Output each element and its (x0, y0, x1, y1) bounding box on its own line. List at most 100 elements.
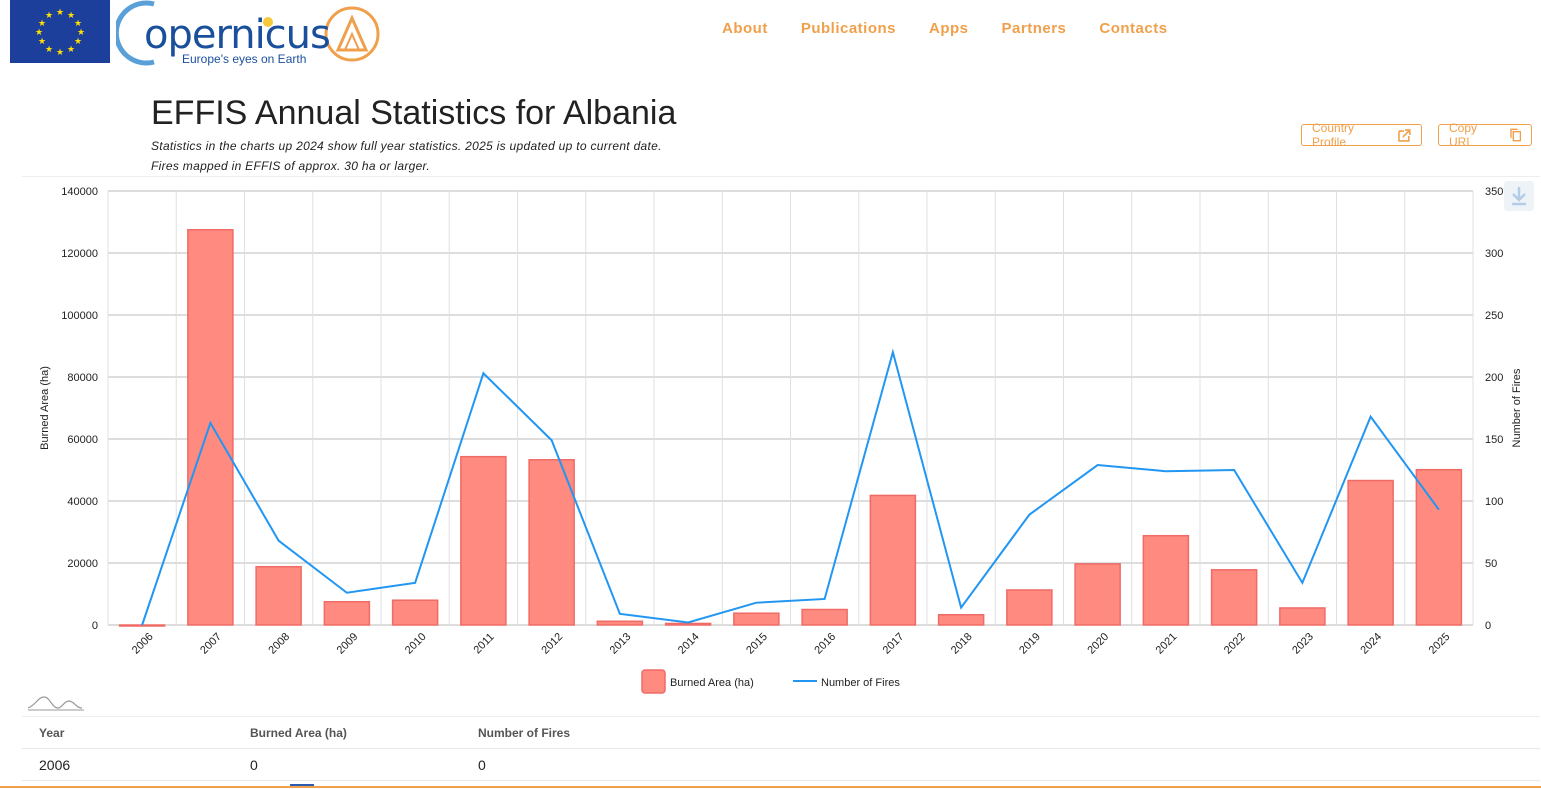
y-tick-label: 60000 (67, 434, 98, 446)
y2-tick-label: 50 (1485, 558, 1497, 570)
table-row: 2006 0 0 (22, 749, 1540, 781)
x-tick-label: 2022 (1222, 631, 1248, 657)
x-tick-label: 2012 (539, 631, 565, 657)
country-profile-label: Country Profile (1312, 121, 1355, 149)
x-tick-label: 2006 (130, 631, 156, 657)
x-tick-label: 2008 (266, 631, 292, 657)
logo-tagline: Europe's eyes on Earth (182, 52, 307, 66)
legend-label-burned-area[interactable]: Burned Area (ha) (670, 677, 754, 689)
svg-text:★: ★ (67, 11, 75, 21)
bar-2013[interactable] (596, 620, 644, 626)
bar-2010[interactable] (391, 599, 439, 626)
bar-2011[interactable] (460, 455, 507, 626)
copy-url-button[interactable]: Copy URL (1438, 121, 1532, 149)
y-tick-label: 40000 (67, 496, 98, 508)
table-header-year[interactable]: Year (39, 725, 65, 740)
x-tick-label: 2017 (881, 631, 907, 657)
bar-2022[interactable] (1210, 569, 1258, 626)
nav-contacts[interactable]: Contacts (1099, 20, 1168, 37)
bar-2016[interactable] (801, 608, 848, 626)
main-nav: About Publications Apps Partners Contact… (722, 20, 1201, 37)
x-tick-label: 2009 (335, 631, 361, 657)
svg-text:★: ★ (56, 48, 64, 58)
y-tick-label: 120000 (61, 248, 98, 260)
country-profile-button[interactable]: Country Profile (1301, 121, 1422, 149)
nav-about[interactable]: About (722, 20, 768, 37)
svg-text:★: ★ (56, 8, 64, 18)
site-header: ★ ★ ★ ★ ★ ★ ★ ★ ★ ★ ★ ★ opernicus Europe's eyes … (0, 0, 1541, 70)
bar-2020[interactable] (1074, 563, 1121, 626)
table-cell-burned-area: 0 (250, 756, 258, 773)
annual-statistics-chart: 0 0 20000 50 40000 100 60000 150 80000 200 100000 2… (22, 176, 1540, 713)
table-cell-number-of-fires: 0 (478, 756, 486, 773)
y-tick-label: 20000 (67, 558, 98, 570)
x-tick-label: 2020 (1085, 631, 1111, 657)
y-tick-label: 80000 (67, 372, 98, 384)
bar-2023[interactable] (1279, 607, 1326, 626)
x-tick-label: 2021 (1154, 631, 1180, 657)
copy-icon (1509, 128, 1521, 142)
statistics-table: Year Burned Area (ha) Number of Fires 20… (22, 716, 1540, 781)
line-chart-icon[interactable] (27, 696, 83, 709)
table-header-number-of-fires[interactable]: Number of Fires (478, 725, 571, 740)
bar-2025[interactable] (1415, 468, 1463, 626)
page-subtitle-2: Fires mapped in EFFIS of approx. 30 ha o… (151, 159, 431, 173)
y2-tick-label: 300 (1485, 248, 1503, 260)
svg-text:★: ★ (45, 11, 53, 21)
y2-axis-title: Number of Fires (1511, 368, 1523, 447)
y2-tick-label: 250 (1485, 310, 1503, 322)
x-tick-label: 2018 (949, 631, 975, 657)
bar-2007[interactable] (187, 229, 234, 626)
download-icon (1512, 187, 1526, 206)
x-tick-label: 2007 (198, 631, 224, 657)
line-number-of-fires[interactable] (141, 348, 1440, 626)
table-header-burned-area[interactable]: Burned Area (ha) (250, 725, 347, 740)
svg-text:★: ★ (38, 19, 46, 29)
bar-2006[interactable] (118, 624, 166, 627)
nav-publications[interactable]: Publications (800, 20, 897, 37)
bar-2019[interactable] (1006, 589, 1053, 626)
svg-text:★: ★ (35, 28, 43, 38)
nav-apps[interactable]: Apps (929, 20, 969, 37)
footer-divider (0, 786, 1541, 788)
bar-2024[interactable] (1347, 479, 1394, 626)
x-tick-label: 2024 (1358, 631, 1384, 657)
bar-2018[interactable] (937, 614, 985, 626)
page-subtitle-1: Statistics in the charts up 2024 show fu… (151, 139, 662, 153)
legend-label-number-of-fires[interactable]: Number of Fires (821, 677, 900, 689)
bar-2008[interactable] (255, 565, 302, 626)
bar-2015[interactable] (733, 612, 780, 626)
table-cell-year: 2006 (39, 756, 71, 773)
page-title: EFFIS Annual Statistics for Albania (151, 94, 677, 132)
bar-2021[interactable] (1142, 534, 1190, 626)
y2-tick-label: 100 (1485, 496, 1503, 508)
bar-2017[interactable] (869, 494, 917, 626)
legend-swatch-burned-area[interactable] (641, 669, 666, 694)
copernicus-logo[interactable]: opernicus Europe's eyes on Earth (116, 0, 386, 68)
bar-2009[interactable] (323, 601, 371, 626)
table-header-row: Year Burned Area (ha) Number of Fires (22, 717, 1540, 749)
x-tick-label: 2015 (744, 631, 770, 657)
y-tick-label: 0 (92, 620, 98, 632)
x-tick-label: 2011 (471, 631, 496, 656)
logo-wordmark: opernicus (144, 12, 331, 58)
svg-text:★: ★ (45, 45, 53, 55)
nav-partners[interactable]: Partners (1001, 20, 1067, 37)
svg-text:★: ★ (77, 28, 85, 38)
bar-2014[interactable] (664, 622, 712, 626)
x-tick-label: 2010 (403, 631, 429, 657)
x-tick-label: 2013 (608, 631, 634, 657)
y-tick-label: 140000 (61, 186, 98, 198)
svg-text:★: ★ (74, 19, 82, 29)
eu-flag-logo: ★ ★ ★ ★ ★ ★ ★ ★ ★ ★ ★ ★ (10, 0, 110, 63)
copy-url-label: Copy URL (1449, 121, 1478, 149)
x-tick-label: 2016 (812, 631, 838, 657)
svg-text:★: ★ (38, 37, 46, 47)
svg-text:★: ★ (67, 45, 75, 55)
bar-2012[interactable] (528, 459, 575, 626)
y2-tick-label: 0 (1485, 620, 1491, 632)
y2-tick-label: 150 (1485, 434, 1503, 446)
x-tick-label: 2014 (676, 631, 702, 657)
x-tick-label: 2023 (1290, 631, 1316, 657)
x-tick-label: 2025 (1427, 631, 1453, 657)
